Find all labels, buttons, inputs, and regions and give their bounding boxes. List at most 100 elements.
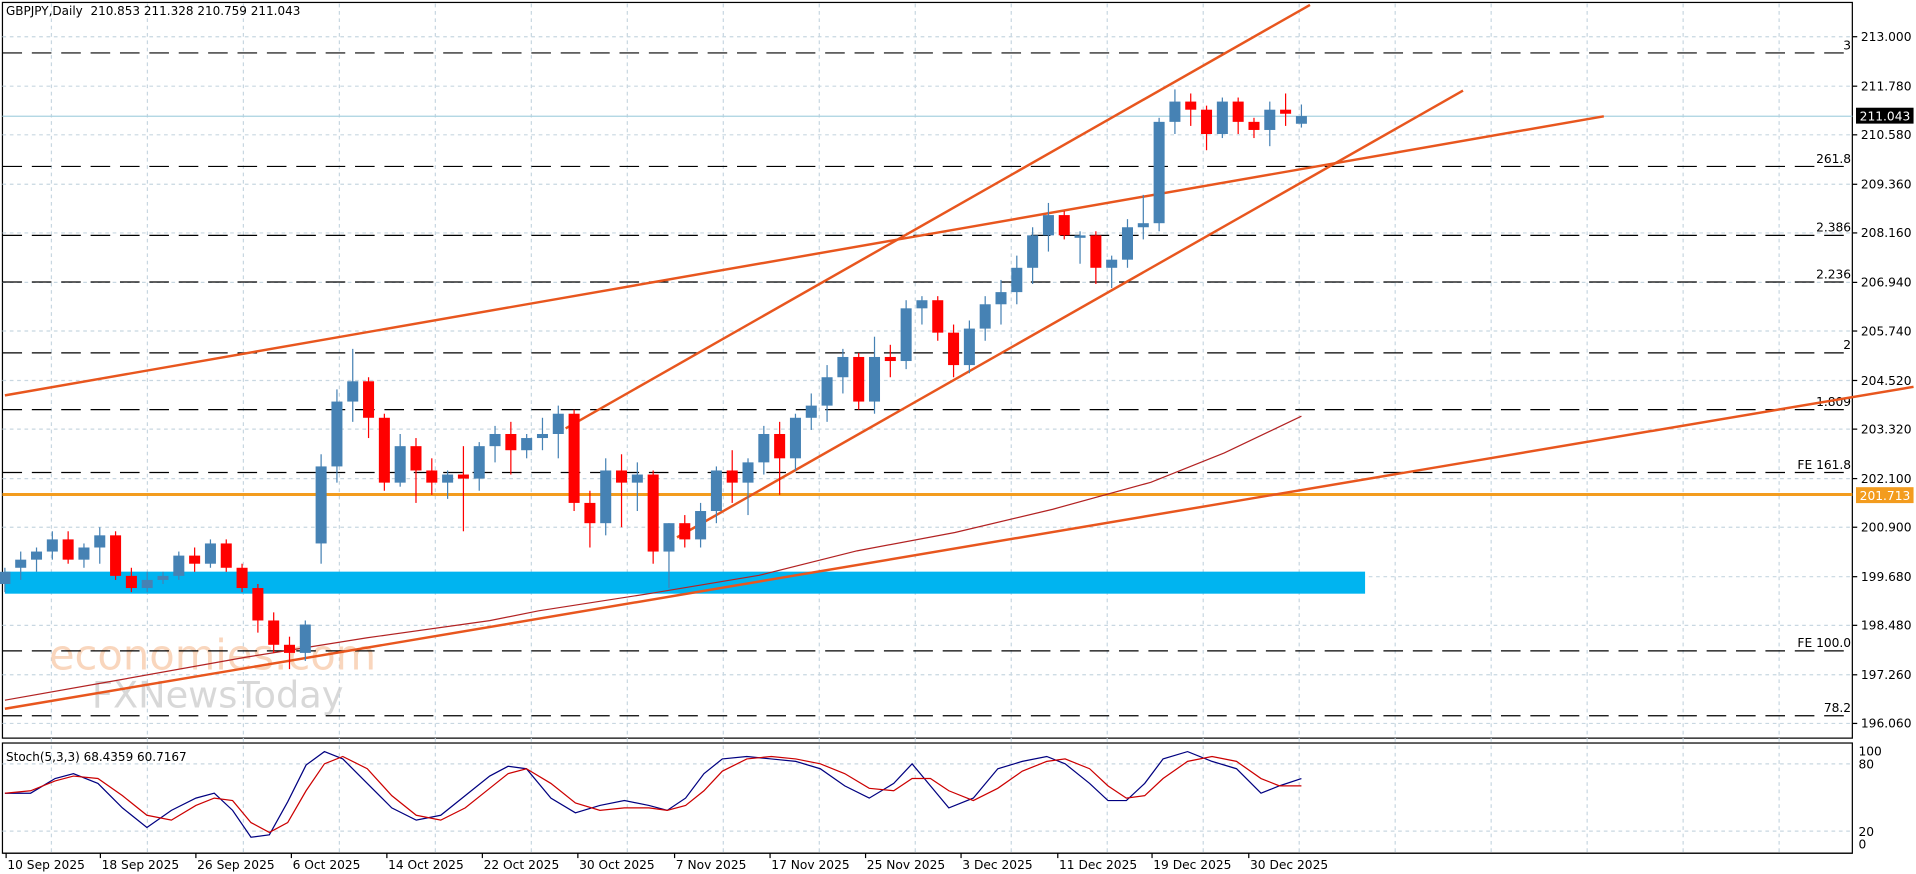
bear-candle: [584, 502, 596, 524]
bull-candle: [758, 433, 770, 463]
channel-upper-line: [565, 3, 1311, 430]
stoch-level-0-label: 0: [1858, 837, 1866, 851]
price-tick-label: 208.160: [1861, 226, 1912, 240]
bull-candle: [521, 438, 533, 451]
bear-candle: [252, 588, 264, 621]
fib-level-label: FE 161.8: [1797, 458, 1851, 472]
bull-candle: [46, 539, 58, 552]
bull-candle: [0, 571, 11, 584]
bull-candle: [1121, 227, 1133, 260]
fib-level-label: FE 100.0: [1797, 636, 1851, 650]
price-tick-label: 213.000: [1861, 30, 1912, 44]
bear-candle: [1232, 101, 1244, 122]
date-tick-label: 22 Oct 2025: [484, 858, 560, 872]
bull-candle: [1042, 215, 1054, 236]
bear-candle: [505, 433, 517, 451]
stoch-level-20-label: 20: [1858, 825, 1874, 839]
price-tick-label: 202.100: [1861, 472, 1912, 486]
bear-candle: [932, 300, 944, 333]
bull-candle: [695, 511, 707, 540]
price-tick-label: 199.680: [1861, 570, 1912, 584]
vertical-grid: [50, 3, 1780, 854]
bear-candle: [283, 644, 296, 653]
fib-level-label: 3: [1843, 38, 1851, 52]
bull-candle: [821, 377, 833, 406]
bull-candle: [331, 401, 343, 467]
date-tick-label: 6 Oct 2025: [293, 858, 361, 872]
date-tick-label: 14 Oct 2025: [388, 858, 464, 872]
bear-candle: [679, 523, 691, 540]
bull-candle: [1153, 121, 1165, 224]
price-tick-label: 210.580: [1861, 128, 1912, 142]
bear-candle: [220, 543, 232, 568]
price-tick-label: 206.940: [1861, 276, 1912, 290]
bull-candle: [15, 559, 27, 568]
date-tick-label: 30 Oct 2025: [579, 858, 655, 872]
fib-level-label: 2: [1843, 338, 1851, 352]
price-tick-label: 205.740: [1861, 324, 1912, 338]
bull-candle: [1169, 101, 1181, 122]
date-tick-label: 11 Dec 2025: [1059, 858, 1137, 872]
level-price-value: 201.713: [1860, 489, 1911, 503]
stoch-pane: [1, 742, 1853, 854]
date-tick-label: 25 Nov 2025: [867, 858, 945, 872]
bull-candle: [173, 555, 185, 576]
bear-candle: [1185, 101, 1197, 110]
bear-candle: [236, 567, 248, 589]
price-tick-label: 203.320: [1861, 422, 1912, 436]
fib-level-label: 261.8: [1816, 152, 1851, 166]
bull-candle: [204, 543, 216, 564]
date-tick-label: 18 Sep 2025: [102, 858, 180, 872]
bull-candle: [473, 446, 485, 479]
watermark-fxnewstoday: FXNewsToday: [92, 674, 344, 717]
bull-candle: [315, 466, 327, 544]
bear-candle: [1280, 109, 1292, 114]
bear-candle: [726, 470, 738, 483]
bear-candle: [62, 539, 74, 560]
stoch-main-line: [4, 750, 1302, 838]
date-tick-label: 26 Sep 2025: [197, 858, 275, 872]
bull-candle: [663, 523, 675, 552]
date-tick-label: 7 Nov 2025: [676, 858, 747, 872]
bull-candle: [916, 300, 928, 309]
bull-candle: [631, 474, 643, 483]
bear-candle: [568, 413, 580, 503]
bull-candle: [600, 470, 612, 524]
bull-candle: [1011, 267, 1023, 293]
bull-candle: [1295, 116, 1307, 124]
bull-candle: [489, 433, 501, 447]
current-price-value: 211.043: [1860, 110, 1911, 124]
price-tick-label: 200.900: [1861, 521, 1912, 535]
symbol-timeframe: GBPJPY,Daily: [6, 4, 83, 18]
bear-candle: [110, 535, 122, 576]
bear-candle: [189, 555, 201, 564]
date-tick-label: 17 Nov 2025: [771, 858, 849, 872]
trendline-lower-long: [4, 385, 1914, 710]
bear-candle: [268, 620, 280, 645]
bull-candle: [979, 304, 991, 329]
trendlines[interactable]: [4, 3, 1914, 710]
support-zone[interactable]: [4, 571, 1366, 594]
price-tick-label: 196.060: [1861, 717, 1912, 731]
bull-candle: [1137, 223, 1149, 228]
bear-candle: [647, 474, 659, 552]
bull-candle: [805, 405, 817, 418]
chart-header: GBPJPY,Daily 210.853 211.328 210.759 211…: [6, 4, 300, 18]
bull-candle: [78, 547, 90, 560]
bull-candle: [31, 551, 43, 560]
price-tick-label: 198.480: [1861, 619, 1912, 633]
bull-candle: [710, 470, 722, 512]
bear-candle: [426, 470, 438, 483]
bull-candle: [789, 417, 801, 459]
bear-candle: [774, 433, 786, 459]
candlesticks[interactable]: [0, 89, 1307, 670]
level-price-tag: [1856, 487, 1914, 504]
fib-level-label: 2.386: [1816, 221, 1851, 235]
bull-candle: [742, 462, 754, 483]
bear-candle: [884, 356, 896, 362]
date-tick-label: 3 Dec 2025: [962, 858, 1032, 872]
bull-candle: [869, 356, 881, 402]
bear-candle: [410, 446, 422, 471]
main-pane: [1, 1, 1853, 739]
